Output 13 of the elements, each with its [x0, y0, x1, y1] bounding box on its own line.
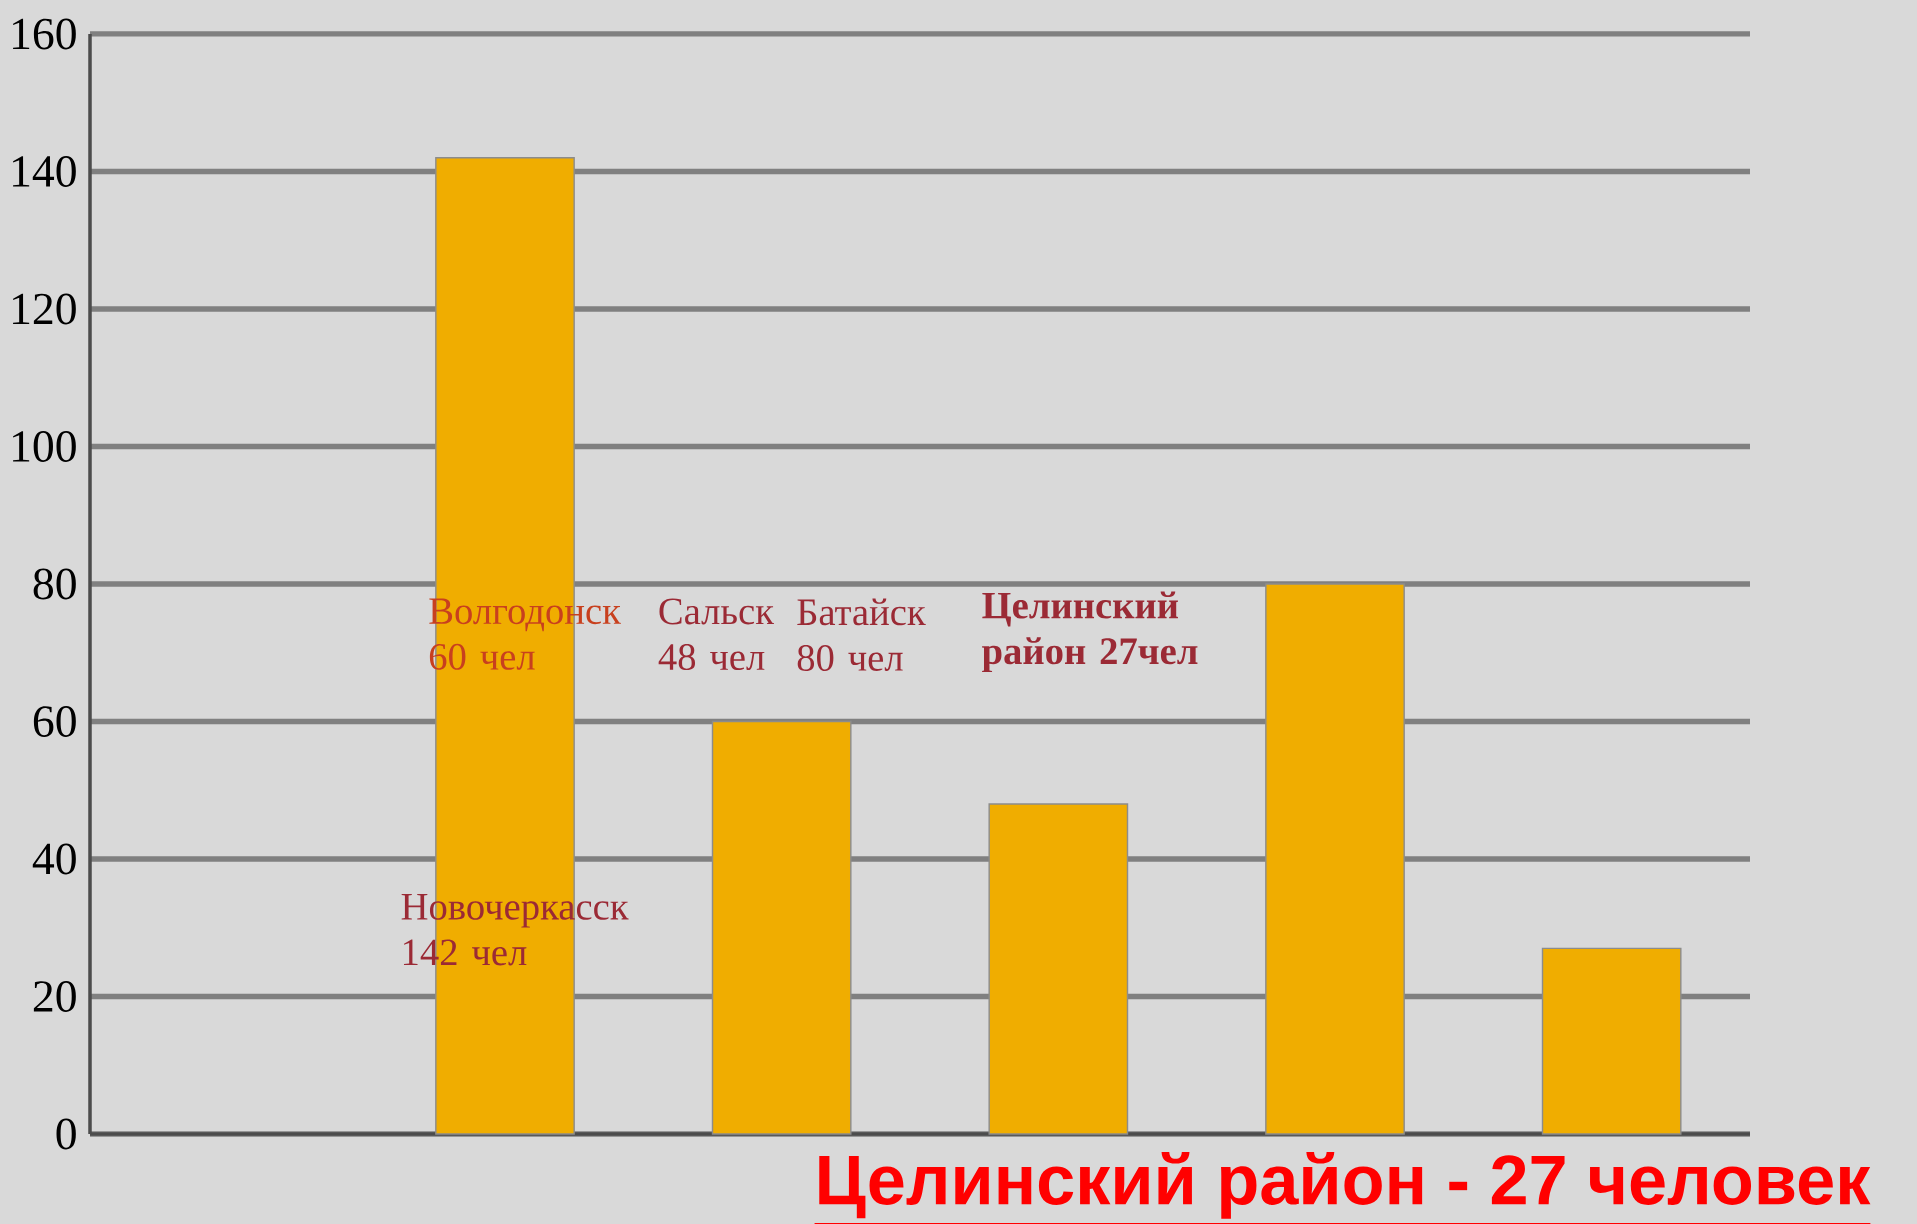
text: Целинский район - 27 человек: [819, 1151, 1871, 1219]
y-tick-label: 160: [13, 18, 76, 50]
annotation: Целинский район 27чел: [982, 591, 1198, 673]
y-tick-label: 20: [33, 981, 76, 1012]
y-tick-label: 140: [13, 156, 76, 187]
y-tick-label: 120: [13, 293, 76, 325]
y-tick-label: 80: [33, 568, 76, 600]
y-tick-label: 100: [13, 431, 76, 462]
y-tick-label: 40: [32, 843, 76, 875]
annotation: Сальск 48 чел: [658, 598, 775, 671]
y-tick-label: 0: [56, 1118, 76, 1150]
annotation: Батайск 80 чел: [797, 598, 926, 671]
y-tick-label: 60: [33, 706, 76, 737]
